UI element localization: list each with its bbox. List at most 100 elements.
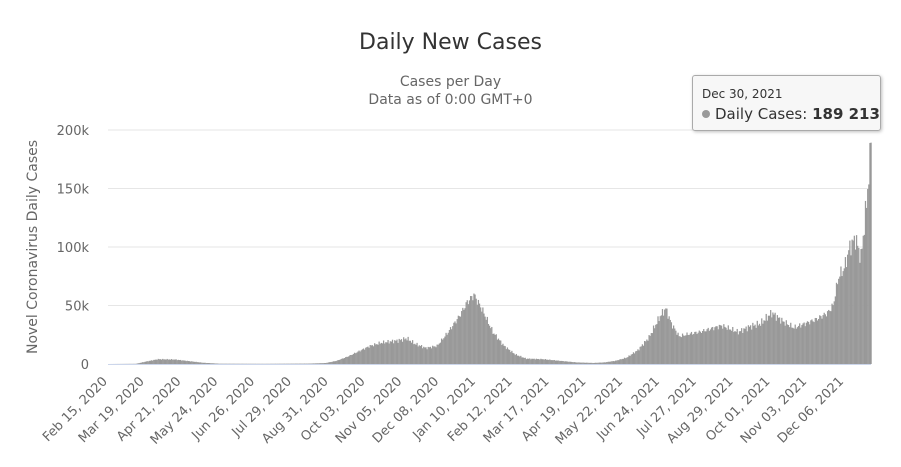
bar[interactable]	[836, 284, 839, 364]
bar[interactable]	[616, 360, 618, 364]
bar[interactable]	[451, 329, 453, 364]
bar[interactable]	[870, 142, 872, 364]
bar[interactable]	[768, 315, 771, 364]
bar[interactable]	[516, 355, 519, 364]
bar[interactable]	[729, 329, 732, 364]
bar[interactable]	[144, 361, 146, 364]
bar[interactable]	[544, 359, 546, 364]
bar[interactable]	[556, 360, 559, 364]
bar[interactable]	[438, 343, 441, 364]
bar[interactable]	[708, 330, 710, 364]
bar[interactable]	[662, 315, 665, 364]
bar[interactable]	[351, 354, 354, 364]
bar[interactable]	[526, 358, 529, 364]
bar[interactable]	[641, 344, 644, 364]
bar[interactable]	[639, 346, 641, 364]
bar[interactable]	[722, 328, 724, 364]
bar[interactable]	[408, 340, 410, 364]
bar[interactable]	[582, 362, 584, 364]
bar[interactable]	[513, 353, 515, 364]
bar[interactable]	[666, 308, 668, 364]
bar[interactable]	[771, 317, 773, 364]
bar[interactable]	[487, 323, 490, 364]
bar[interactable]	[736, 328, 738, 364]
bar[interactable]	[568, 361, 570, 364]
bar[interactable]	[481, 311, 483, 364]
bar[interactable]	[405, 338, 407, 364]
bar[interactable]	[433, 346, 435, 364]
bar[interactable]	[601, 362, 603, 364]
bar[interactable]	[585, 362, 588, 364]
bar[interactable]	[352, 353, 355, 364]
bar[interactable]	[782, 321, 784, 364]
bar[interactable]	[681, 333, 684, 364]
bar[interactable]	[386, 342, 388, 364]
bar[interactable]	[609, 361, 611, 364]
bar[interactable]	[336, 360, 338, 364]
bar[interactable]	[437, 344, 439, 364]
bar[interactable]	[328, 362, 330, 364]
bar[interactable]	[498, 340, 501, 364]
bar[interactable]	[501, 345, 503, 364]
bar[interactable]	[842, 271, 844, 364]
bar[interactable]	[457, 315, 459, 364]
bar[interactable]	[848, 250, 850, 364]
bar[interactable]	[570, 361, 572, 364]
bar[interactable]	[463, 309, 465, 364]
bar[interactable]	[774, 312, 776, 364]
bar[interactable]	[395, 340, 397, 364]
bar[interactable]	[397, 342, 399, 364]
bar[interactable]	[496, 339, 499, 364]
bar[interactable]	[600, 362, 602, 364]
bar[interactable]	[503, 345, 505, 364]
bar[interactable]	[581, 362, 583, 364]
bar[interactable]	[549, 359, 551, 364]
bar[interactable]	[414, 343, 416, 364]
bar[interactable]	[317, 363, 319, 364]
bar[interactable]	[201, 362, 203, 364]
bar[interactable]	[762, 323, 764, 364]
bar[interactable]	[515, 353, 517, 364]
bar[interactable]	[599, 362, 601, 364]
bar[interactable]	[186, 360, 188, 364]
bar[interactable]	[631, 354, 633, 364]
bar[interactable]	[365, 347, 367, 364]
bar[interactable]	[804, 326, 806, 364]
bar[interactable]	[467, 304, 470, 364]
bar[interactable]	[195, 361, 197, 364]
bar[interactable]	[427, 346, 429, 364]
bar[interactable]	[861, 248, 863, 364]
bar[interactable]	[434, 346, 436, 364]
bar[interactable]	[587, 362, 589, 364]
bar[interactable]	[705, 331, 707, 364]
bar[interactable]	[635, 351, 637, 364]
bar[interactable]	[847, 254, 849, 364]
bar[interactable]	[618, 360, 620, 364]
bar[interactable]	[523, 357, 525, 364]
bar[interactable]	[316, 363, 318, 364]
bar[interactable]	[751, 329, 753, 364]
bar[interactable]	[824, 314, 826, 364]
bar[interactable]	[713, 330, 715, 364]
bar[interactable]	[401, 341, 404, 364]
bar[interactable]	[319, 363, 321, 364]
bar[interactable]	[205, 362, 207, 364]
bar[interactable]	[700, 332, 703, 364]
bar[interactable]	[139, 362, 142, 364]
bar[interactable]	[810, 320, 812, 364]
bar[interactable]	[626, 357, 628, 364]
bar[interactable]	[642, 345, 645, 364]
bar[interactable]	[341, 358, 343, 364]
bar[interactable]	[645, 341, 647, 364]
bar[interactable]	[822, 315, 824, 364]
bar[interactable]	[320, 363, 322, 364]
bar[interactable]	[171, 359, 173, 364]
bar[interactable]	[673, 325, 675, 364]
bar[interactable]	[512, 352, 514, 364]
bar[interactable]	[723, 324, 725, 364]
bar[interactable]	[728, 329, 731, 364]
bar[interactable]	[159, 359, 162, 364]
bar[interactable]	[446, 334, 448, 364]
bar[interactable]	[312, 363, 314, 364]
bar[interactable]	[610, 361, 612, 364]
